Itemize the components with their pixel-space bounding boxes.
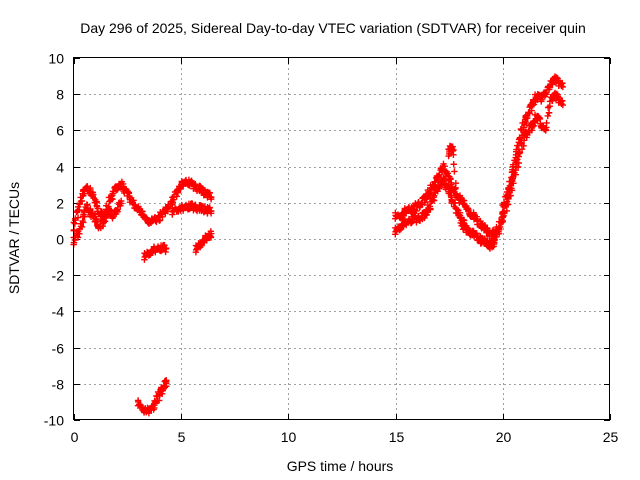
data-point xyxy=(448,194,459,210)
data-point xyxy=(126,194,137,207)
data-point xyxy=(456,214,467,233)
data-point xyxy=(461,224,488,247)
series-group xyxy=(70,197,125,248)
data-point xyxy=(74,219,87,238)
data-point xyxy=(208,230,215,237)
x-axis-label: GPS time / hours xyxy=(287,458,394,474)
data-point xyxy=(162,245,170,253)
y-tick-label: 0 xyxy=(56,232,64,248)
series-group xyxy=(445,142,498,252)
y-tick-label: 8 xyxy=(56,87,64,103)
x-tick-label: 5 xyxy=(178,429,186,445)
data-point xyxy=(117,197,125,205)
y-tick-label: -4 xyxy=(52,304,65,320)
x-tick-label: 15 xyxy=(389,429,405,445)
x-tick-label: 10 xyxy=(281,429,297,445)
data-point xyxy=(495,228,502,235)
data-point xyxy=(541,102,553,134)
plot-frame xyxy=(73,57,610,420)
y-tick-label: -10 xyxy=(44,413,64,429)
chart-title: Day 296 of 2025, Sidereal Day-to-day VTE… xyxy=(80,20,586,36)
data-point xyxy=(162,378,170,386)
data-point xyxy=(208,194,215,201)
y-tick-label: -2 xyxy=(52,268,65,284)
series-group xyxy=(499,89,567,226)
data-point xyxy=(508,169,519,192)
data-points xyxy=(70,73,567,417)
data-point xyxy=(491,239,498,246)
data-point xyxy=(449,147,463,214)
x-tick-label: 25 xyxy=(603,429,619,445)
data-point xyxy=(512,150,523,174)
data-point xyxy=(559,101,567,109)
x-tick-label: 20 xyxy=(496,429,512,445)
data-point xyxy=(208,207,215,215)
data-point xyxy=(555,78,566,90)
y-tick-label: 4 xyxy=(56,160,64,176)
data-point xyxy=(521,111,531,129)
series-group xyxy=(169,176,215,208)
y-tick-label: 2 xyxy=(56,196,64,212)
y-axis-label: SDTVAR / TECUs xyxy=(6,182,22,294)
data-point xyxy=(555,94,566,108)
series-group xyxy=(141,241,170,263)
data-point xyxy=(74,192,87,214)
series-group xyxy=(169,200,215,218)
series-group xyxy=(134,377,170,417)
y-tick-label: -8 xyxy=(52,377,65,393)
y-tick-label: 10 xyxy=(48,51,64,67)
y-tick-label: -6 xyxy=(52,341,65,357)
data-point xyxy=(503,187,516,208)
series-group xyxy=(192,228,215,256)
x-tick-label: 0 xyxy=(71,429,79,445)
data-point xyxy=(559,83,567,91)
y-tick-label: 6 xyxy=(56,123,64,139)
